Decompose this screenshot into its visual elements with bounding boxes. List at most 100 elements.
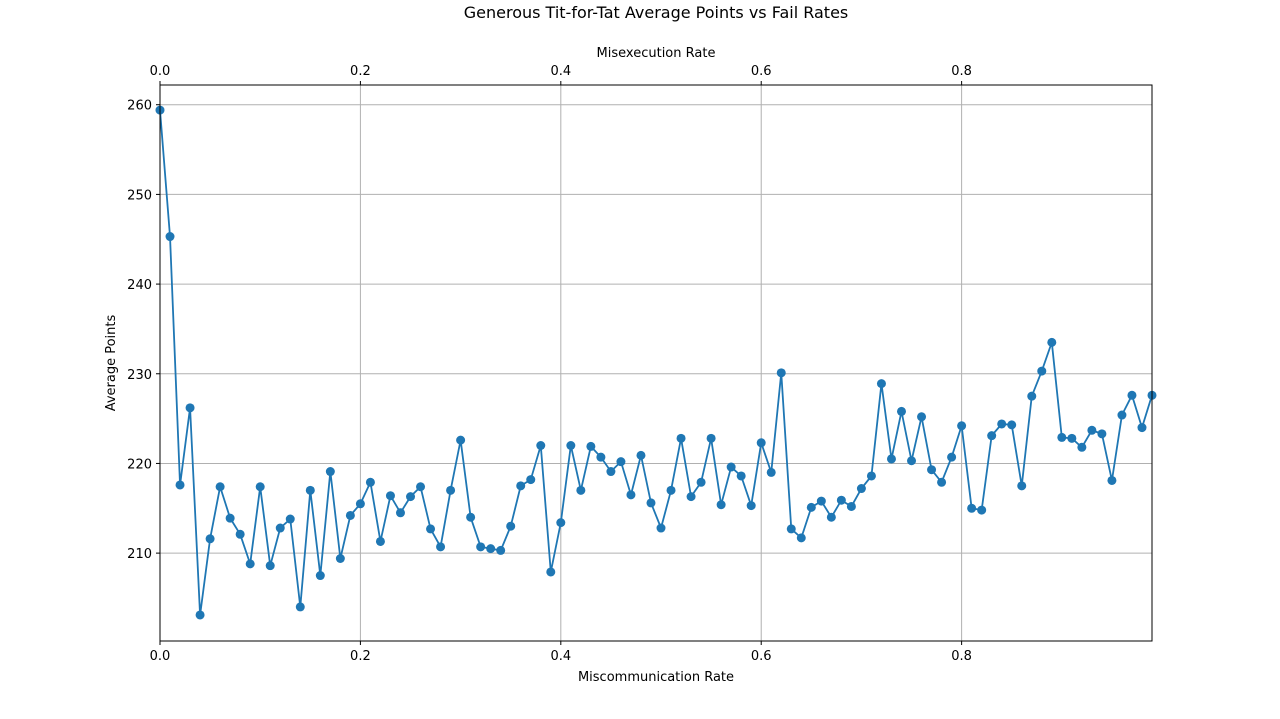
data-point — [886, 454, 896, 464]
data-point — [616, 457, 626, 467]
data-point — [786, 524, 796, 534]
data-point — [406, 492, 416, 502]
data-point — [917, 412, 927, 422]
data-point — [205, 534, 215, 544]
y-tick-label: 260 — [127, 99, 152, 114]
data-point — [566, 441, 576, 450]
data-point — [436, 542, 446, 552]
y-axis-label: Average Points — [104, 314, 119, 411]
data-point — [385, 491, 395, 501]
data-point — [466, 512, 476, 522]
top-x-tick-label: 0.4 — [550, 64, 571, 79]
data-point — [656, 523, 666, 533]
data-point — [987, 431, 997, 441]
data-point — [355, 499, 365, 509]
data-point — [796, 533, 806, 543]
data-point — [937, 477, 947, 487]
data-point — [576, 485, 586, 495]
y-tick-label: 230 — [127, 368, 152, 383]
y-tick-label: 240 — [127, 278, 152, 293]
data-point — [1037, 366, 1047, 376]
data-point — [325, 467, 335, 477]
data-point — [1127, 390, 1137, 400]
data-point — [225, 513, 235, 523]
data-point — [315, 571, 325, 581]
x-tick-label: 0.4 — [550, 649, 571, 664]
data-point — [907, 456, 917, 466]
data-point — [957, 421, 967, 431]
data-point — [556, 518, 566, 528]
data-point — [746, 501, 756, 511]
top-x-tick-label: 0.8 — [951, 64, 972, 79]
data-point — [666, 485, 676, 495]
data-point — [1047, 337, 1057, 347]
data-point — [1107, 475, 1117, 485]
grid — [159, 85, 1152, 641]
x-tick-label: 0.0 — [150, 649, 171, 664]
data-point — [997, 419, 1007, 429]
y-tick-label: 210 — [127, 547, 152, 562]
data-point — [686, 492, 696, 502]
data-point — [375, 536, 385, 546]
series-line-group — [155, 105, 1157, 620]
data-point — [476, 542, 486, 552]
top-x-axis-label: Misexecution Rate — [597, 46, 716, 61]
data-point — [295, 602, 305, 612]
data-point — [1027, 391, 1037, 401]
data-point — [1067, 433, 1077, 443]
x-tick-label: 0.8 — [951, 649, 972, 664]
data-point — [496, 545, 506, 555]
data-point — [586, 441, 596, 451]
data-point — [446, 485, 456, 495]
data-point — [606, 467, 616, 477]
data-point — [726, 462, 736, 472]
data-point — [1087, 425, 1097, 435]
data-point — [646, 498, 656, 508]
data-point — [696, 477, 706, 487]
top-x-tick-label: 0.0 — [150, 64, 171, 79]
data-point — [927, 465, 937, 475]
data-point — [486, 544, 496, 554]
data-point — [426, 524, 436, 534]
data-point — [636, 450, 646, 460]
data-point — [285, 514, 295, 524]
top-x-tick-label: 0.6 — [751, 64, 772, 79]
y-tick-label: 250 — [127, 188, 152, 203]
data-point — [165, 232, 175, 242]
data-point — [1137, 423, 1147, 433]
data-point — [866, 471, 876, 481]
data-point — [546, 567, 556, 577]
data-point — [526, 475, 536, 485]
data-point — [1077, 442, 1087, 452]
data-point — [245, 559, 255, 569]
data-point — [626, 490, 636, 500]
data-point — [456, 435, 466, 445]
chart-title: Generous Tit-for-Tat Average Points vs F… — [464, 3, 849, 22]
x-tick-label: 0.6 — [751, 649, 772, 664]
data-point — [736, 471, 746, 481]
data-point — [1017, 481, 1027, 491]
data-point — [185, 403, 195, 413]
top-x-tick-label: 0.2 — [350, 64, 371, 79]
x-tick-label: 0.2 — [350, 649, 371, 664]
data-point — [826, 512, 836, 522]
data-point — [967, 503, 977, 513]
data-point — [255, 482, 265, 492]
data-point — [947, 452, 957, 462]
x-axis-label: Miscommunication Rate — [578, 670, 734, 685]
data-point — [305, 485, 315, 495]
data-point — [506, 521, 516, 531]
data-point — [806, 502, 816, 512]
data-point — [516, 481, 526, 491]
data-point — [977, 505, 987, 515]
data-point — [596, 452, 606, 462]
data-point — [345, 510, 355, 520]
data-point — [265, 561, 275, 571]
axis-ticks: 0.0 0.2 0.4 0.6 0.8 0.0 0.2 0.4 0.6 0.8 210 220 230 2… — [127, 64, 972, 664]
data-point — [195, 610, 205, 620]
data-point — [706, 433, 716, 443]
series-line — [159, 110, 1153, 616]
data-point — [1007, 420, 1017, 430]
data-point — [896, 406, 906, 416]
